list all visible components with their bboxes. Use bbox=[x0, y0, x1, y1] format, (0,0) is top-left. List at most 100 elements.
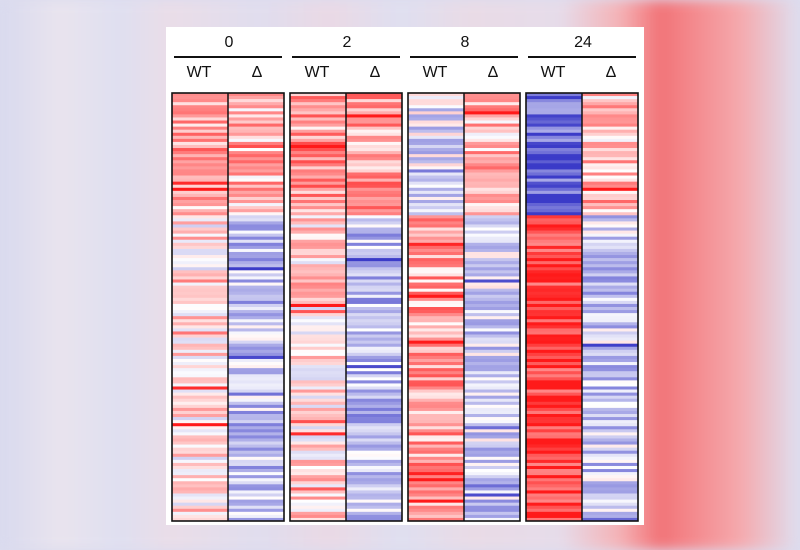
heatmap-cell bbox=[290, 212, 346, 216]
heatmap-cell bbox=[464, 166, 520, 170]
heatmap-cell bbox=[228, 365, 284, 369]
heatmap-cell bbox=[582, 99, 638, 103]
heatmap-cell bbox=[582, 138, 638, 143]
heatmap-cell bbox=[228, 114, 284, 118]
heatmap-cell bbox=[228, 157, 284, 161]
heatmap-cell bbox=[172, 212, 228, 216]
heatmap-cell bbox=[526, 459, 582, 464]
heatmap-cell bbox=[228, 212, 284, 216]
heatmap-cell bbox=[290, 441, 346, 445]
heatmap-cell bbox=[346, 407, 402, 412]
heatmap-cell bbox=[582, 209, 638, 213]
heatmap-cell bbox=[346, 450, 402, 455]
heatmap-cell bbox=[526, 325, 582, 329]
heatmap-cell bbox=[172, 267, 228, 271]
heatmap-cell bbox=[464, 135, 520, 140]
heatmap-cell bbox=[228, 450, 284, 455]
heatmap-cell bbox=[290, 355, 346, 360]
heatmap-cell bbox=[172, 456, 228, 461]
heatmap-cell bbox=[464, 414, 520, 418]
heatmap-cell bbox=[582, 218, 638, 222]
heatmap-cell bbox=[526, 114, 582, 118]
heatmap-cell bbox=[582, 377, 638, 381]
heatmap-cell bbox=[172, 300, 228, 305]
heatmap-cell bbox=[290, 294, 346, 299]
heatmap-cell bbox=[290, 365, 346, 369]
heatmap-cell bbox=[172, 383, 228, 387]
heatmap-cell bbox=[464, 368, 520, 372]
heatmap-cell bbox=[464, 242, 520, 247]
heatmap-cell bbox=[464, 371, 520, 375]
heatmap-cell bbox=[172, 374, 228, 378]
heatmap-cell bbox=[408, 233, 464, 238]
heatmap-cell bbox=[464, 267, 520, 271]
heatmap-cell bbox=[408, 469, 464, 473]
heatmap-cell bbox=[290, 322, 346, 326]
heatmap-cell bbox=[346, 236, 402, 241]
heatmap-cell bbox=[526, 307, 582, 311]
heatmap-cell bbox=[526, 319, 582, 323]
heatmap-cell bbox=[408, 487, 464, 491]
heatmap-cell bbox=[582, 227, 638, 231]
heatmap-cell bbox=[582, 154, 638, 158]
heatmap-cell bbox=[526, 358, 582, 363]
heatmap-cell bbox=[290, 105, 346, 109]
heatmap-cell bbox=[172, 138, 228, 143]
heatmap-cell bbox=[526, 300, 582, 305]
heatmap-cell bbox=[582, 380, 638, 384]
heatmap-cell bbox=[290, 407, 346, 412]
heatmap-cell bbox=[526, 233, 582, 238]
heatmap-cell bbox=[290, 108, 346, 112]
heatmap-cell bbox=[346, 472, 402, 476]
heatmap-cell bbox=[346, 227, 402, 231]
heatmap-cell bbox=[346, 148, 402, 152]
heatmap-cell bbox=[228, 429, 284, 433]
condition-label-wt: WT bbox=[540, 64, 566, 81]
heatmap-cell bbox=[464, 407, 520, 412]
heatmap-cell bbox=[346, 453, 402, 458]
heatmap-cell bbox=[346, 126, 402, 131]
heatmap-cell bbox=[290, 462, 346, 467]
heatmap-cell bbox=[228, 435, 284, 439]
heatmap-cell bbox=[346, 362, 402, 366]
heatmap-cell bbox=[408, 349, 464, 354]
heatmap-cell bbox=[346, 517, 402, 522]
heatmap-cell bbox=[346, 420, 402, 424]
heatmap-cell bbox=[290, 224, 346, 228]
heatmap-cell bbox=[464, 276, 520, 280]
heatmap-cell bbox=[464, 505, 520, 510]
heatmap-cell bbox=[172, 221, 228, 225]
heatmap-cell bbox=[526, 380, 582, 384]
heatmap-cell bbox=[228, 325, 284, 329]
heatmap-cell bbox=[290, 420, 346, 424]
heatmap-cell bbox=[582, 224, 638, 228]
heatmap-cell bbox=[526, 505, 582, 510]
heatmap-cell bbox=[464, 358, 520, 363]
heatmap-cell bbox=[346, 132, 402, 137]
heatmap-cell bbox=[346, 340, 402, 345]
heatmap-cell bbox=[228, 151, 284, 155]
heatmap-cell bbox=[290, 300, 346, 305]
heatmap-cell bbox=[526, 108, 582, 112]
heatmap-cell bbox=[582, 316, 638, 320]
heatmap-cell bbox=[290, 255, 346, 259]
heatmap-cell bbox=[526, 447, 582, 452]
heatmap-cell bbox=[582, 200, 638, 204]
heatmap-cell bbox=[172, 261, 228, 265]
heatmap-cell bbox=[464, 157, 520, 161]
heatmap-cell bbox=[228, 444, 284, 448]
heatmap-cell bbox=[582, 196, 638, 201]
heatmap-cell bbox=[290, 288, 346, 293]
heatmap-cell bbox=[172, 325, 228, 329]
heatmap-cell bbox=[172, 117, 228, 121]
heatmap-cell bbox=[228, 178, 284, 183]
heatmap-cell bbox=[346, 279, 402, 283]
heatmap-cell bbox=[464, 126, 520, 131]
heatmap-cell bbox=[582, 184, 638, 189]
heatmap-cell bbox=[228, 279, 284, 283]
heatmap-cell bbox=[290, 141, 346, 146]
heatmap-cell bbox=[408, 511, 464, 516]
heatmap-cell bbox=[290, 96, 346, 100]
heatmap-cell bbox=[172, 144, 228, 149]
heatmap-cell bbox=[464, 401, 520, 406]
